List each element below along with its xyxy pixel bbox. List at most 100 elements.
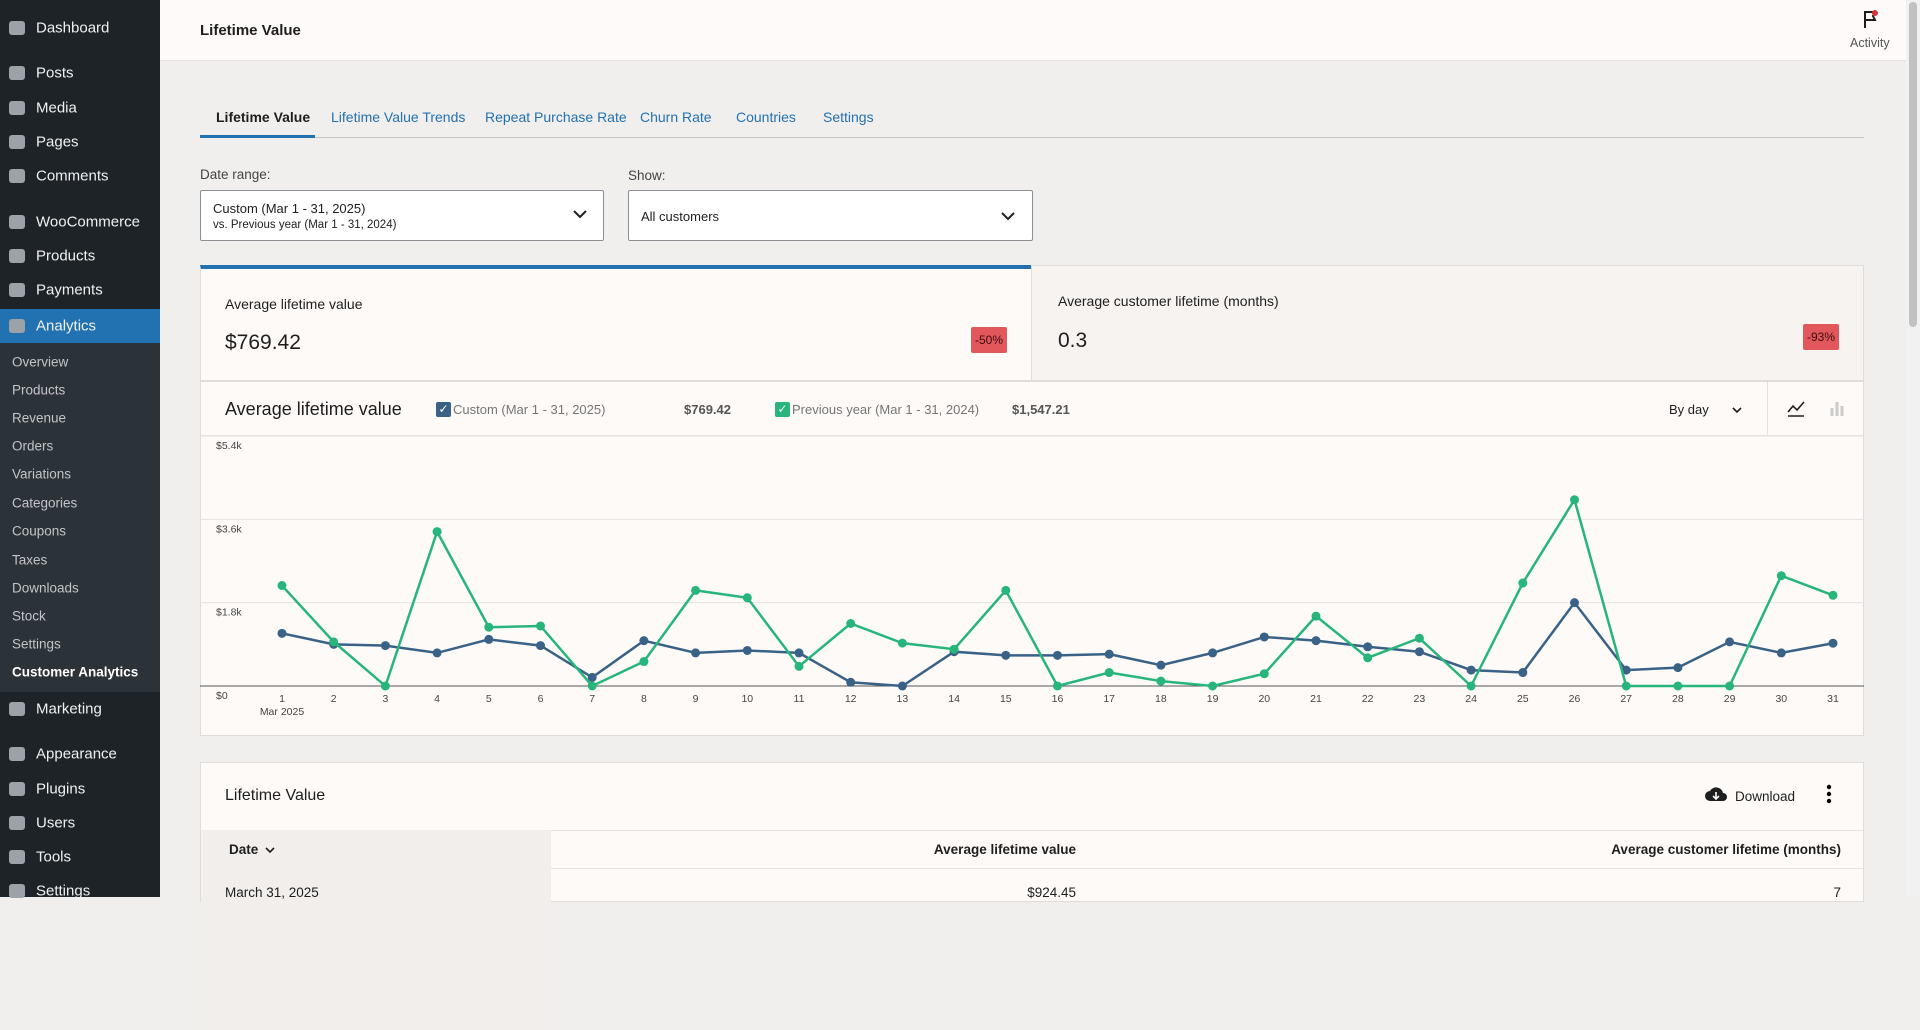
menu-item[interactable]: Comments bbox=[36, 168, 109, 185]
date-range-dropdown[interactable]: Custom (Mar 1 - 31, 2025) vs. Previous y… bbox=[200, 190, 604, 241]
x-tick-label: 20 bbox=[1258, 693, 1270, 705]
x-sublabel: Mar 2025 bbox=[260, 706, 305, 718]
menu-item[interactable]: Tools bbox=[36, 849, 71, 866]
submenu-item[interactable]: Taxes bbox=[12, 553, 47, 568]
interval-select[interactable]: By day bbox=[1669, 402, 1709, 417]
submenu-item[interactable]: Settings bbox=[12, 637, 61, 652]
x-tick-label: 30 bbox=[1775, 693, 1787, 705]
data-point bbox=[691, 586, 700, 595]
menu-icon bbox=[9, 249, 25, 263]
divider bbox=[1767, 382, 1768, 435]
data-point bbox=[1673, 682, 1682, 691]
data-point bbox=[743, 646, 752, 655]
x-tick-label: 8 bbox=[641, 693, 647, 705]
data-point bbox=[1777, 571, 1786, 580]
submenu-item[interactable]: Coupons bbox=[12, 524, 66, 539]
legend-label[interactable]: Previous year (Mar 1 - 31, 2024) bbox=[792, 402, 979, 417]
column-header[interactable]: Average customer lifetime (months) bbox=[1611, 842, 1841, 857]
submenu-item[interactable]: Customer Analytics bbox=[12, 665, 138, 680]
x-tick-label: 24 bbox=[1465, 693, 1477, 705]
cloud-icon bbox=[1704, 785, 1728, 803]
legend-checkbox[interactable]: ✓ bbox=[775, 402, 790, 417]
data-point bbox=[1312, 636, 1321, 645]
data-point bbox=[278, 629, 287, 638]
tab[interactable]: Lifetime Value Trends bbox=[331, 109, 465, 125]
data-point bbox=[329, 637, 338, 646]
menu-item[interactable]: Posts bbox=[36, 65, 74, 82]
data-point bbox=[536, 641, 545, 650]
scrollbar[interactable] bbox=[1906, 0, 1920, 897]
column-header[interactable]: Date bbox=[229, 842, 258, 857]
data-point bbox=[1260, 632, 1269, 641]
data-point bbox=[1570, 495, 1579, 504]
menu-icon bbox=[9, 135, 25, 149]
menu-item[interactable]: Pages bbox=[36, 134, 79, 151]
chevron bbox=[1001, 211, 1015, 221]
menu-item[interactable]: Analytics bbox=[36, 318, 96, 335]
x-tick-label: 13 bbox=[897, 693, 909, 705]
menu-icon bbox=[9, 782, 25, 796]
tab[interactable]: Countries bbox=[736, 109, 796, 125]
menu-item[interactable]: Plugins bbox=[36, 781, 85, 798]
activity-label[interactable]: Activity bbox=[1850, 36, 1890, 50]
data-point bbox=[795, 662, 804, 671]
chevron bbox=[1732, 407, 1742, 414]
menu-item[interactable]: Media bbox=[36, 100, 77, 117]
menu-item[interactable]: Products bbox=[36, 248, 95, 265]
download-button[interactable]: Download bbox=[1735, 789, 1795, 804]
menu-item[interactable]: Payments bbox=[36, 282, 103, 299]
tab[interactable]: Repeat Purchase Rate bbox=[485, 109, 627, 125]
tab[interactable]: Churn Rate bbox=[640, 109, 712, 125]
data-point bbox=[1518, 579, 1527, 588]
data-point bbox=[1570, 598, 1579, 607]
legend-checkbox[interactable]: ✓ bbox=[436, 402, 451, 417]
menu-item[interactable]: WooCommerce bbox=[36, 214, 140, 231]
tab[interactable]: Settings bbox=[823, 109, 874, 125]
submenu-item[interactable]: Variations bbox=[12, 467, 71, 482]
filter-label: Date range: bbox=[200, 167, 271, 182]
data-point bbox=[1105, 650, 1114, 659]
activity-icon[interactable] bbox=[1862, 9, 1880, 29]
column-header[interactable]: Average lifetime value bbox=[934, 842, 1076, 857]
summary-card[interactable]: Average lifetime value $769.42 -50% bbox=[200, 265, 1032, 381]
data-point bbox=[1829, 591, 1838, 600]
submenu-item[interactable]: Categories bbox=[12, 496, 77, 511]
x-tick-label: 9 bbox=[693, 693, 699, 705]
submenu-item[interactable]: Downloads bbox=[12, 581, 79, 596]
submenu-item[interactable]: Overview bbox=[12, 355, 68, 370]
delta-badge: -50% bbox=[971, 327, 1007, 353]
submenu-item[interactable]: Products bbox=[12, 383, 65, 398]
data-point bbox=[1156, 677, 1165, 686]
data-point bbox=[950, 645, 959, 654]
dropdown-compare: vs. Previous year (Mar 1 - 31, 2024) bbox=[213, 219, 396, 231]
x-tick-label: 15 bbox=[1000, 693, 1012, 705]
submenu-item[interactable]: Revenue bbox=[12, 411, 66, 426]
data-point bbox=[1777, 648, 1786, 657]
scrollbar-thumb[interactable] bbox=[1909, 2, 1917, 327]
more-menu[interactable] bbox=[1826, 783, 1832, 805]
page-title: Lifetime Value bbox=[200, 22, 301, 39]
y-tick-label: $1.8k bbox=[216, 607, 242, 619]
summary-card[interactable]: Average customer lifetime (months) 0.3 -… bbox=[1031, 265, 1864, 381]
submenu-item[interactable]: Orders bbox=[12, 439, 53, 454]
data-point bbox=[691, 648, 700, 657]
sorted-column-bg bbox=[201, 830, 551, 1030]
x-tick-label: 21 bbox=[1310, 693, 1322, 705]
menu-item[interactable]: Marketing bbox=[36, 701, 102, 718]
menu-item[interactable]: Dashboard bbox=[36, 20, 109, 37]
data-point bbox=[1725, 637, 1734, 646]
line-chart-toggle[interactable] bbox=[1786, 398, 1806, 418]
flag bbox=[1862, 9, 1880, 29]
delta-badge: -93% bbox=[1803, 324, 1839, 350]
show-dropdown[interactable]: All customers bbox=[628, 190, 1033, 241]
legend-label[interactable]: Custom (Mar 1 - 31, 2025) bbox=[453, 402, 605, 417]
data-point bbox=[1053, 682, 1062, 691]
menu-icon bbox=[9, 850, 25, 864]
submenu-item[interactable]: Stock bbox=[12, 609, 46, 624]
y-tick-label: $5.4k bbox=[216, 440, 242, 452]
menu-item[interactable]: Appearance bbox=[36, 746, 117, 763]
bar-chart-toggle[interactable] bbox=[1828, 398, 1848, 418]
tab[interactable]: Lifetime Value bbox=[216, 109, 310, 125]
menu-item[interactable]: Users bbox=[36, 815, 75, 832]
menu-icon bbox=[9, 169, 25, 183]
